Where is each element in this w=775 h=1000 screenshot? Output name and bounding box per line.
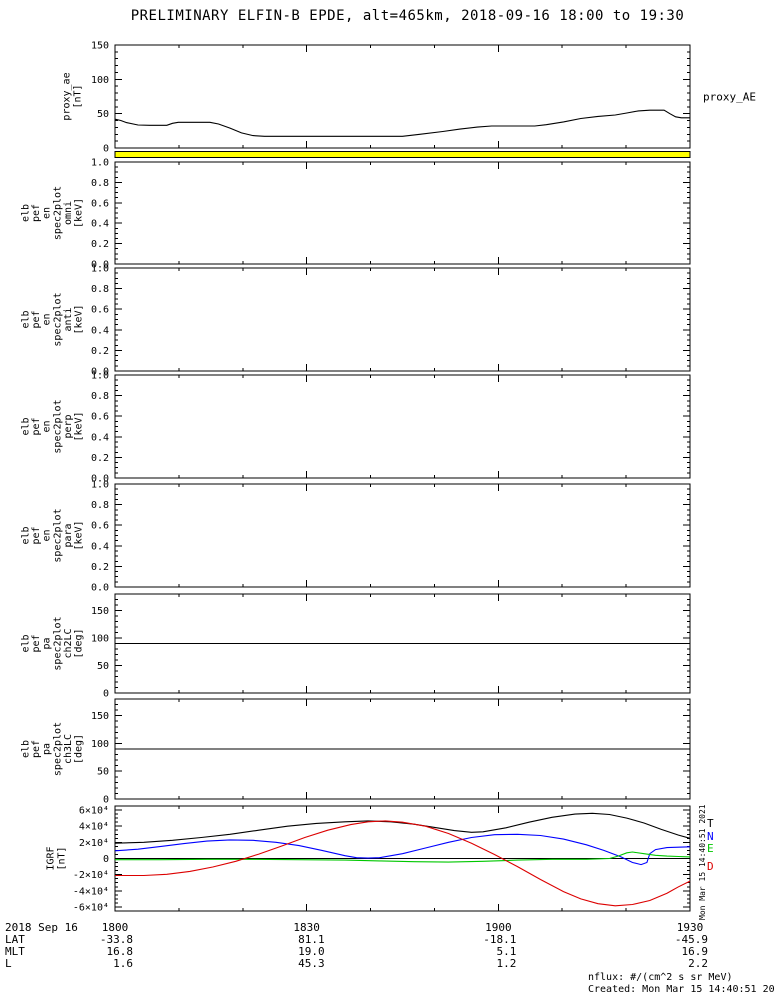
mlt-row-label: MLT [5, 945, 25, 958]
y-axis-label: elbpefpaspec2plotch3LC[deg] [21, 722, 85, 776]
right-panel-label: proxy_AE [703, 91, 756, 104]
y-tick-label: -2×10⁴ [73, 870, 109, 881]
y-axis-label: elbpefenspec2plotpara[keV] [21, 508, 85, 562]
y-tick-label: 2×10⁴ [79, 838, 109, 849]
panel-en_para: 0.0 0.2 0.4 0.6 0.8 1.0 elbpefenspec2plotpara[… [21, 480, 691, 594]
plot-title: PRELIMINARY ELFIN-B EPDE, alt=465km, 201… [130, 8, 685, 24]
x-tick-label: 1830 [293, 921, 320, 934]
y-tick-label: 0 [103, 689, 109, 700]
mlt-value: 19.0 [298, 945, 325, 958]
y-tick-label: 150 [91, 711, 109, 722]
highlight-band [114, 151, 691, 158]
y-tick-label: 150 [91, 41, 109, 52]
y-tick-label: 100 [91, 634, 109, 645]
series-T [114, 812, 691, 844]
l-row-label: L [5, 957, 12, 970]
legend-D: D [707, 860, 714, 873]
y-tick-label: 100 [91, 75, 109, 86]
y-tick-label: 0.8 [91, 284, 109, 295]
y-tick-label: 1.0 [91, 158, 109, 169]
y-tick-label: 0.2 [91, 453, 109, 464]
y-tick-label: 0.8 [91, 500, 109, 511]
date-label: 2018 Sep 16 [5, 921, 78, 934]
panel-igrf: -6×10⁴ -4×10⁴ -2×10⁴ 0 2×10⁴ 4×10⁴ 6×10⁴ IGRF[n… [46, 805, 714, 913]
lat-value: -18.1 [483, 933, 516, 946]
x-tick-label: 1930 [677, 921, 704, 934]
y-tick-label: 50 [97, 109, 109, 120]
y-tick-label: 0.2 [91, 346, 109, 357]
y-tick-label: 0 [103, 795, 109, 806]
y-tick-label: 0.6 [91, 521, 109, 532]
y-tick-label: 0.8 [91, 178, 109, 189]
footer: nflux: #/(cm^2 s sr MeV)Created: Mon Mar… [588, 804, 775, 995]
lat-value: -45.9 [675, 933, 708, 946]
l-value: 1.2 [496, 957, 516, 970]
lat-value: 81.1 [298, 933, 325, 946]
mlt-value: 16.9 [682, 945, 709, 958]
mlt-value: 5.1 [496, 945, 516, 958]
y-tick-label: 0.6 [91, 305, 109, 316]
series-proxy_AE [114, 109, 690, 137]
side-timestamp: Mon Mar 15 14:40:51 2021 [698, 804, 707, 920]
y-tick-label: 0.4 [91, 219, 109, 230]
y-tick-label: 0.6 [91, 198, 109, 209]
mlt-value: 16.8 [107, 945, 134, 958]
y-tick-label: -6×10⁴ [73, 902, 109, 913]
y-tick-label: 0.4 [91, 432, 109, 443]
y-tick-label: 0.2 [91, 239, 109, 250]
x-tick-label: 1800 [102, 921, 129, 934]
legend-E: E [707, 842, 714, 855]
panel-en_perp: 0.0 0.2 0.4 0.6 0.8 1.0 elbpefenspec2plotperp[… [21, 371, 691, 485]
legend-N: N [707, 830, 714, 843]
y-tick-label: 0.4 [91, 325, 109, 336]
series-D [115, 820, 691, 907]
y-tick-label: 50 [97, 767, 109, 778]
y-axis-label: elbpefenspec2plotperp[keV] [21, 399, 85, 453]
y-axis-label: elbpefpaspec2plotch2LC[deg] [21, 616, 85, 670]
lat-value: -33.8 [100, 933, 133, 946]
panel-proxy_ae: 0 50 100 150 proxy_ae[nT] proxy_AE [62, 41, 756, 155]
y-tick-label: 0.8 [91, 391, 109, 402]
y-tick-label: 0.0 [91, 367, 109, 378]
y-tick-label: 4×10⁴ [79, 822, 109, 833]
y-tick-label: 50 [97, 661, 109, 672]
panel-pa_ch2lc: 0 50 100 150 elbpefpaspec2plotch2LC[deg] [21, 593, 691, 700]
l-value: 45.3 [298, 957, 325, 970]
y-axis-label: elbpefenspec2plotanti[keV] [21, 292, 85, 346]
y-tick-label: 0.4 [91, 541, 109, 552]
panel-topbar [114, 151, 691, 158]
panel-en_anti: 0.0 0.2 0.4 0.6 0.8 1.0 elbpefenspec2plotanti[… [21, 264, 691, 378]
series-E [115, 851, 691, 863]
y-tick-label: 6×10⁴ [79, 806, 109, 817]
y-tick-label: 1.0 [91, 264, 109, 275]
panel-en_omni: 0.0 0.2 0.4 0.6 0.8 1.0 elbpefenspec2plotomni[… [21, 158, 691, 271]
y-tick-label: 0 [103, 144, 109, 155]
l-value: 2.2 [688, 957, 708, 970]
panel-pa_ch3lc: 0 50 100 150 elbpefpaspec2plotch3LC[deg] [21, 698, 691, 806]
series-N [114, 833, 691, 866]
y-tick-label: 0.0 [91, 260, 109, 271]
created-note: Created: Mon Mar 15 14:40:51 2021 [588, 984, 775, 995]
y-axis-label: elbpefenspec2plotomni[keV] [21, 186, 85, 240]
y-tick-label: 0.6 [91, 412, 109, 423]
y-tick-label: 1.0 [91, 371, 109, 382]
l-value: 1.6 [113, 957, 133, 970]
y-tick-label: 100 [91, 739, 109, 750]
y-axis-label: IGRF[nT] [46, 846, 68, 870]
y-tick-label: 1.0 [91, 480, 109, 491]
x-tick-label: 1900 [485, 921, 512, 934]
lat-row-label: LAT [5, 933, 25, 946]
y-tick-label: 0.0 [91, 474, 109, 485]
nflux-note: nflux: #/(cm^2 s sr MeV) [588, 972, 733, 983]
y-tick-label: -4×10⁴ [73, 886, 109, 897]
y-axis-label: proxy_ae[nT] [62, 72, 84, 120]
y-tick-label: 0 [103, 854, 109, 865]
legend-T: T [707, 817, 714, 830]
y-tick-label: 0.2 [91, 562, 109, 573]
y-tick-label: 150 [91, 606, 109, 617]
y-tick-label: 0.0 [91, 583, 109, 594]
